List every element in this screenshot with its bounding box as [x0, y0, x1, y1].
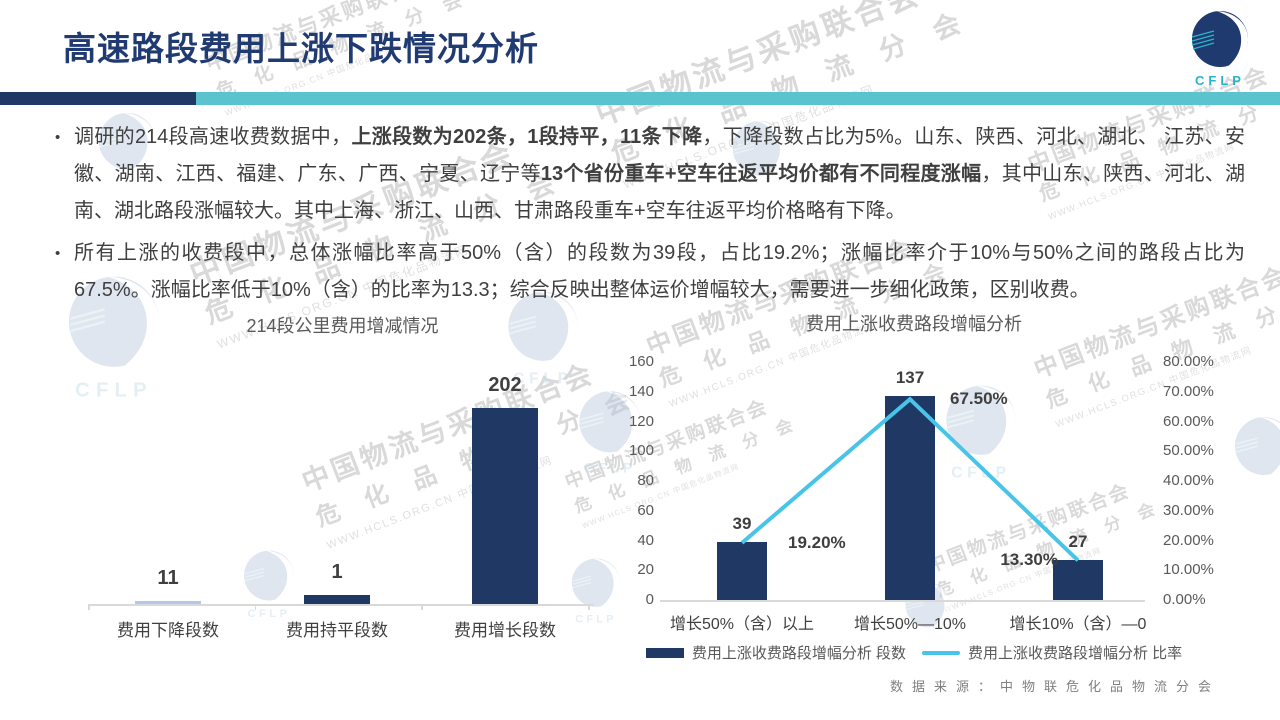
logo-stripes-icon [1191, 30, 1215, 50]
bar-value-label: 11 [157, 567, 179, 589]
bar [472, 408, 538, 604]
category-label: 增长50%—10% [853, 616, 967, 633]
text-segment: 调研的214段高速收费数据中， [74, 126, 352, 148]
bullet-item: • 所有上涨的收费段中，总体涨幅比率高于50%（含）的段数为39段，占比19.2%… [52, 235, 1245, 309]
axis-tick [588, 604, 590, 610]
watermark-line: 中国物流与采购联合会 [591, 0, 927, 133]
legend-label: 费用上涨收费路段增幅分析 段数 [691, 645, 906, 662]
logo-crescent-icon [1216, 11, 1249, 68]
legend-bar-swatch [645, 647, 684, 658]
logo-globe-icon [1192, 11, 1248, 67]
category-label: 费用持平段数 [286, 621, 388, 640]
y-axis-tick-right: 30.00% [1163, 501, 1214, 519]
cflp-logo-text: CFLP [1195, 73, 1245, 88]
y-axis-tick-right: 10.00% [1163, 561, 1214, 579]
y-axis-tick-right: 80.00% [1163, 353, 1214, 370]
page-title: 高速路段费用上涨下跌情况分析 [63, 30, 539, 67]
bar-value-label: 1 [331, 561, 343, 583]
text-segment: 所有上涨的收费段中，总体涨幅比率高于50%（含）的段数为39段，占比19.2%；… [74, 242, 1245, 301]
line-value-label: 19.20% [788, 532, 846, 552]
category-label: 增长10%（含）—0 [1009, 616, 1147, 633]
axis-tick [421, 604, 423, 610]
x-axis-line [88, 604, 594, 606]
category-label: 增长50%（含）以上 [669, 616, 815, 633]
cflp-logo: CFLP [1191, 11, 1249, 88]
legend-label: 费用上涨收费路段增幅分析 比率 [968, 645, 1183, 662]
bar-value-label: 27 [1068, 531, 1088, 551]
y-axis-tick-left: 140 [628, 382, 654, 400]
bar [135, 601, 201, 604]
bar-value-label: 39 [732, 513, 752, 533]
data-source: 数据来源：中物联危化品物流分会 [889, 679, 1220, 694]
bar-value-label: 202 [488, 374, 522, 396]
bullet-marker-icon: • [55, 129, 61, 146]
chart-title: 费用上涨收费路段增幅分析 [806, 314, 1022, 334]
bar [1053, 559, 1103, 600]
bar-value-label: 137 [895, 368, 925, 388]
y-axis-tick-right: 50.00% [1163, 442, 1214, 460]
y-axis-tick-left: 120 [628, 412, 654, 430]
chart-title: 214段公里费用增减情况 [246, 316, 439, 336]
axis-tick [254, 604, 257, 610]
y-axis-tick-left: 80 [637, 472, 654, 489]
y-axis-tick-right: 0.00% [1163, 591, 1206, 608]
y-axis-tick-left: 20 [637, 561, 654, 579]
y-axis-tick-right: 60.00% [1163, 412, 1214, 430]
bar [885, 396, 935, 600]
chart-increase-analysis: 费用上涨收费路段增幅分析 0 20 40 60 80 100 120 140 160 0.00% 1… [618, 308, 1240, 663]
line-value-label: 67.50% [950, 389, 1008, 409]
bullet-text: 所有上涨的收费段中，总体涨幅比率高于50%（含）的段数为39段，占比19.2%；… [74, 242, 1245, 301]
line-value-label: 13.30% [1000, 550, 1058, 570]
bar [717, 541, 767, 600]
y-axis-tick-left: 100 [628, 442, 654, 460]
text-segment: 13个省份重车+空车往返平均价都有不同程度涨幅 [540, 163, 982, 185]
y-axis-tick-left: 160 [628, 353, 654, 370]
bar [304, 595, 370, 604]
bullet-item: • 调研的214段高速收费数据中，上涨段数为202条，1段持平，11条下降，下降段… [52, 119, 1245, 230]
chart-legend: 费用上涨收费路段增幅分析 段数 费用上涨收费路段增幅分析 比率 [618, 642, 1210, 663]
bullet-marker-icon: • [55, 245, 61, 262]
axis-tick [88, 604, 90, 610]
text-segment: ，下降段数占比为5%。山东、陕西、河北、湖北、 江苏、安徽、湖南、江西、福建、广… [74, 126, 1245, 185]
category-label: 费用下降段数 [117, 621, 219, 640]
bullet-text: 调研的214段高速收费数据中，上涨段数为202条，1段持平，11条下降，下降段数… [74, 126, 1245, 222]
category-label: 费用增长段数 [454, 621, 556, 640]
y-axis-tick-left: 40 [637, 531, 654, 549]
y-axis-tick-right: 20.00% [1163, 531, 1214, 549]
chart-fee-change: 214段公里费用增减情况 11 费用下降段数 1 费用持平段数 202 费用增长段数 [85, 308, 600, 658]
bullet-list: • 调研的214段高速收费数据中，上涨段数为202条，1段持平，11条下降，下降段… [52, 119, 1245, 314]
legend-line-swatch [922, 650, 960, 655]
header-rule-navy [0, 92, 196, 105]
text-segment: 上涨段数为202条，1段持平，11条下降 [351, 126, 703, 148]
header-rule-teal [196, 92, 1280, 105]
text-segment: ，其中山东、陕西、河北、湖南、湖北路段涨幅较大。其中上海、浙江、山西、甘肃路段重… [74, 163, 1245, 222]
y-axis-tick-right: 40.00% [1163, 472, 1214, 489]
y-axis-tick-left: 60 [637, 501, 654, 519]
y-axis-tick-left: 0 [645, 591, 654, 608]
y-axis-tick-right: 70.00% [1163, 382, 1214, 400]
x-axis-line [660, 600, 1145, 602]
